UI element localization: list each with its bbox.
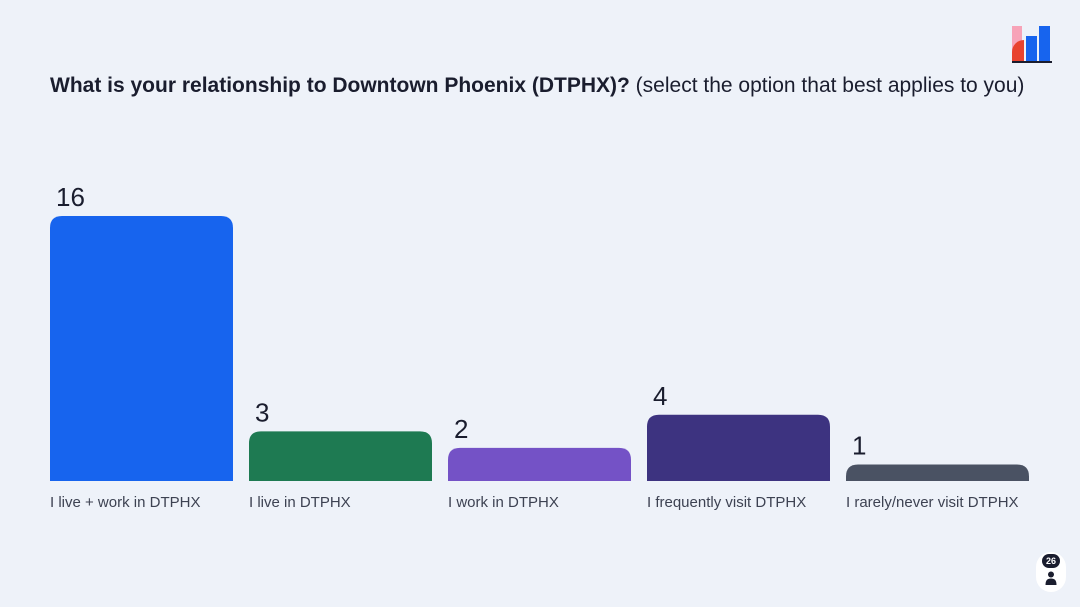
category-label: I rarely/never visit DTPHX [846, 494, 1019, 511]
bar-value-label: 16 [56, 182, 85, 212]
person-icon [1045, 571, 1057, 585]
bar [647, 414, 830, 481]
bar-value-label: 2 [454, 414, 468, 444]
bar [249, 431, 432, 481]
category-label: I work in DTPHX [448, 494, 559, 511]
bar [50, 216, 233, 481]
category-label: I live + work in DTPHX [50, 494, 200, 511]
question-text: What is your relationship to Downtown Ph… [50, 74, 630, 97]
mentimeter-logo-icon [1012, 26, 1052, 63]
question-hint: (select the option that best applies to … [635, 74, 1025, 97]
question-title: What is your relationship to Downtown Ph… [50, 72, 1030, 99]
bar-value-label: 3 [255, 397, 269, 427]
response-count-badge: 26 [1042, 554, 1060, 568]
bar-value-label: 4 [653, 381, 667, 411]
category-label: I live in DTPHX [249, 494, 351, 511]
response-counter: 26 [1036, 552, 1066, 592]
bar-value-label: 1 [852, 430, 866, 460]
bar [846, 464, 1029, 481]
category-label: I frequently visit DTPHX [647, 494, 806, 511]
bar [448, 447, 631, 481]
